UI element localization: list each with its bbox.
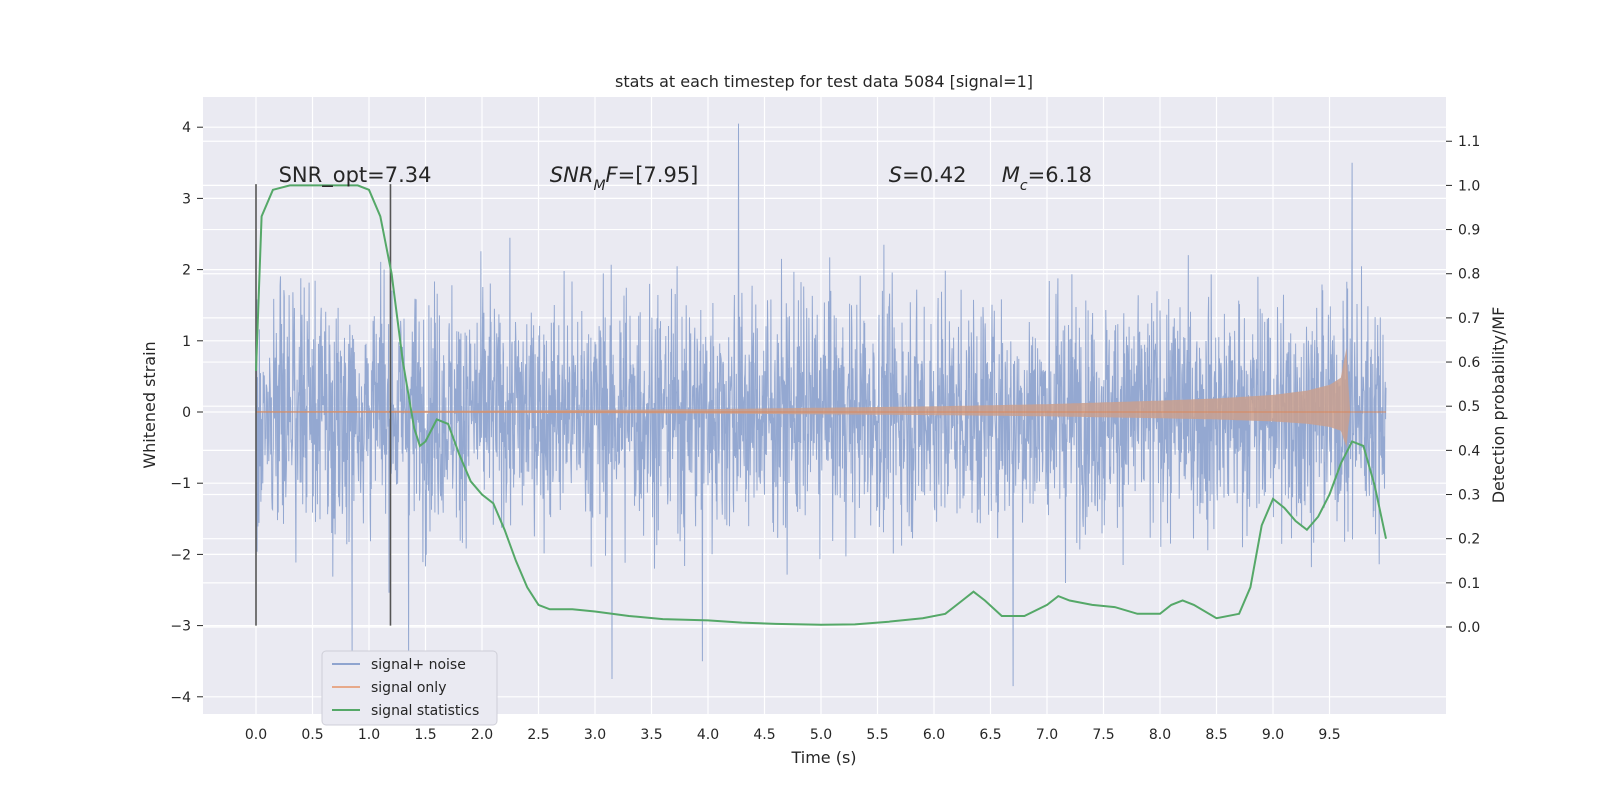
legend-label-signal-noise: signal+ noise [371, 657, 466, 673]
x-tick-label-6: 3.0 [584, 727, 606, 743]
annotation-2: S=0.42 [889, 163, 967, 187]
y-tick-label-left-0: 4 [182, 120, 191, 136]
chart-title: stats at each timestep for test data 508… [615, 72, 1033, 91]
annotation-1: SNRMF=[7.95] [550, 163, 699, 194]
y-tick-label-right-7: 0.4 [1458, 443, 1480, 459]
y-tick-label-left-6: −2 [170, 547, 191, 563]
y-tick-label-right-6: 0.5 [1458, 399, 1480, 415]
x-tick-label-14: 7.0 [1036, 727, 1058, 743]
y-tick-label-right-8: 0.3 [1458, 488, 1480, 504]
vertical-markers [255, 184, 392, 626]
x-tick-label-4: 2.0 [471, 727, 493, 743]
y-tick-label-left-4: 0 [182, 405, 191, 421]
y-tick-label-right-9: 0.2 [1458, 532, 1480, 548]
legend-label-signal-statistics: signal statistics [371, 703, 479, 719]
y-tick-label-right-3: 0.8 [1458, 267, 1480, 283]
x-tick-label-1: 0.5 [301, 727, 323, 743]
x-tick-label-5: 2.5 [527, 727, 549, 743]
signal-statistics-line [255, 184, 1387, 626]
y-tick-label-right-10: 0.1 [1458, 576, 1480, 592]
y-tick-label-left-1: 3 [182, 191, 191, 207]
signal-noise-trace [255, 123, 1387, 687]
x-tick-label-12: 6.0 [923, 727, 945, 743]
y-axis-label-left: Whitened strain [140, 341, 159, 468]
x-tick-label-17: 8.5 [1205, 727, 1227, 743]
x-tick-label-8: 4.0 [697, 727, 719, 743]
y-tick-label-right-11: 0.0 [1458, 620, 1480, 636]
x-tick-label-13: 6.5 [979, 727, 1001, 743]
y-tick-label-left-5: −1 [170, 476, 191, 492]
y-tick-label-right-5: 0.6 [1458, 355, 1480, 371]
x-tick-label-15: 7.5 [1092, 727, 1114, 743]
y-tick-label-left-8: −4 [170, 690, 191, 706]
x-tick-label-19: 9.5 [1318, 727, 1340, 743]
series-signal-statistics [255, 184, 1387, 626]
legend-box [321, 650, 498, 726]
tick-layer: 0.0 0.5 1.0 1.5 2.0 2.5 3.0 3.5 4.0 4.5 5.0 5.5 6.0 6… [170, 120, 1480, 743]
y-tick-label-left-7: −3 [170, 619, 191, 635]
y-tick-label-right-2: 0.9 [1458, 223, 1480, 239]
x-axis-label: Time (s) [790, 748, 856, 767]
x-tick-label-16: 8.0 [1149, 727, 1171, 743]
y-tick-label-left-3: 1 [182, 334, 191, 350]
x-tick-label-9: 4.5 [753, 727, 775, 743]
x-tick-label-2: 1.0 [358, 727, 380, 743]
y-tick-label-right-4: 0.7 [1458, 311, 1480, 327]
annotation-0: SNR_opt=7.34 [279, 163, 432, 188]
x-tick-label-10: 5.0 [810, 727, 832, 743]
y-tick-label-right-0: 1.1 [1458, 134, 1480, 150]
series-signal-only [256, 347, 1386, 448]
x-tick-label-11: 5.5 [866, 727, 888, 743]
y-tick-label-left-2: 2 [182, 263, 191, 279]
x-tick-label-7: 3.5 [640, 727, 662, 743]
annotations: SNR_opt=7.34 SNRMF=[7.95] S=0.42 Mc=6.18 [279, 163, 1092, 194]
x-tick-label-18: 9.0 [1262, 727, 1284, 743]
x-tick-label-0: 0.0 [245, 727, 267, 743]
y-axis-label-right: Detection probability/MF [1489, 307, 1508, 504]
y-tick-label-right-1: 1.0 [1458, 178, 1480, 194]
legend-label-signal-only: signal only [371, 680, 446, 696]
annotation-3: Mc=6.18 [1002, 163, 1092, 194]
x-tick-label-3: 1.5 [414, 727, 436, 743]
series-signal-noise [255, 123, 1387, 687]
legend: signal+ noise signal only signal statist… [321, 650, 498, 726]
